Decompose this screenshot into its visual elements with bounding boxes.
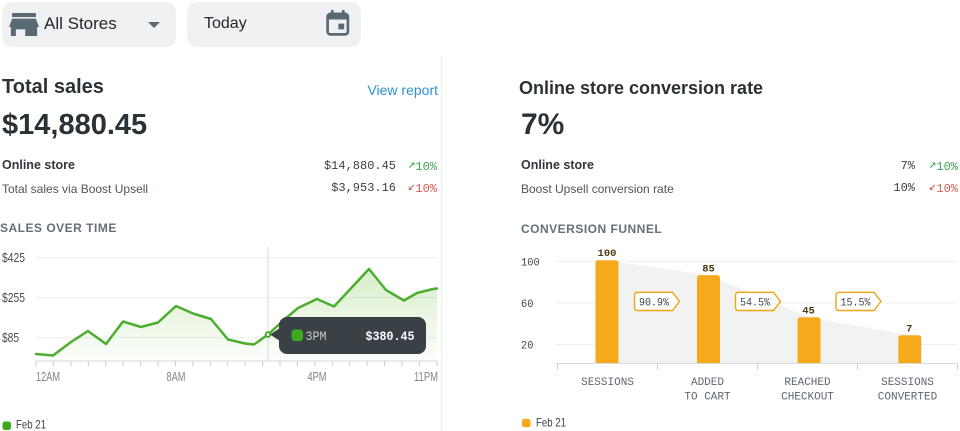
svg-text:$425: $425 (2, 251, 25, 265)
svg-text:11PM: 11PM (414, 370, 438, 384)
svg-text:20: 20 (521, 341, 533, 353)
svg-text:8AM: 8AM (167, 370, 186, 384)
svg-text:7: 7 (906, 324, 912, 336)
svg-text:54.5%: 54.5% (740, 297, 770, 309)
svg-text:4PM: 4PM (308, 370, 327, 384)
svg-text:60: 60 (521, 299, 533, 311)
svg-text:SESSIONS: SESSIONS (581, 377, 634, 389)
svg-text:$255: $255 (2, 291, 25, 305)
svg-text:3PM: 3PM (306, 329, 327, 344)
svg-text:45: 45 (802, 306, 815, 318)
svg-text:$380.45: $380.45 (366, 329, 415, 344)
svg-text:90.9%: 90.9% (639, 297, 669, 309)
svg-text:100: 100 (598, 248, 617, 260)
svg-text:ADDED: ADDED (691, 377, 724, 389)
svg-text:Feb 21: Feb 21 (536, 415, 566, 429)
svg-text:$85: $85 (2, 331, 19, 345)
svg-text:Feb 21: Feb 21 (16, 418, 46, 431)
svg-text:12AM: 12AM (36, 370, 60, 384)
svg-text:TO CART: TO CART (684, 392, 731, 404)
svg-text:100: 100 (521, 257, 540, 269)
svg-text:REACHED: REACHED (784, 377, 831, 389)
svg-text:85: 85 (702, 263, 715, 275)
svg-text:SESSIONS: SESSIONS (881, 377, 934, 389)
svg-text:15.5%: 15.5% (841, 297, 871, 309)
svg-text:CHECKOUT: CHECKOUT (781, 392, 834, 404)
svg-text:CONVERTED: CONVERTED (878, 392, 938, 404)
